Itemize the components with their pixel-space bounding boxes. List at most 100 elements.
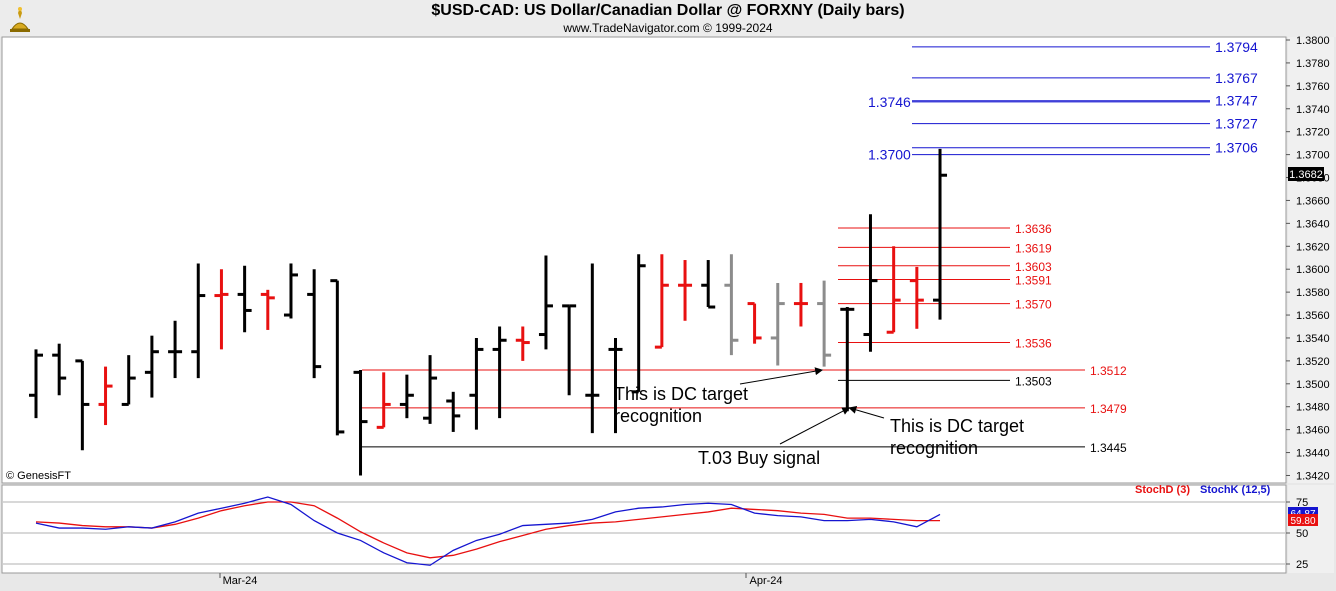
- price-tick-label: 1.3520: [1296, 356, 1330, 368]
- price-bar: [283, 263, 298, 319]
- annotation-arrow: [779, 407, 851, 445]
- stoch-plot-area: [1, 484, 1287, 574]
- level-label: 1.3503: [1015, 374, 1052, 388]
- price-bar: [214, 269, 229, 350]
- price-bar: [75, 359, 90, 451]
- annotation-arrow: [739, 367, 824, 385]
- legend-stoch-d: StochD (3): [1135, 484, 1190, 496]
- price-tick-label: 1.3760: [1296, 81, 1330, 93]
- level-label: 1.3536: [1015, 337, 1052, 351]
- price-bar: [29, 349, 43, 419]
- price-tick-label: 1.3540: [1296, 333, 1330, 345]
- level-label: 1.3445: [1090, 441, 1127, 455]
- stoch-tick-label: 75: [1296, 497, 1308, 509]
- price-bar: [933, 148, 948, 320]
- annotation-text: recognition: [614, 406, 702, 426]
- level-label: 1.3570: [1015, 298, 1052, 312]
- price-bar: [191, 263, 206, 379]
- annotation-text: This is DC target: [614, 384, 748, 404]
- price-tick-label: 1.3800: [1296, 35, 1330, 47]
- price-bar: [909, 266, 924, 329]
- copyright-label: © GenesisFT: [6, 470, 71, 482]
- price-bar: [144, 335, 159, 398]
- price-tick-label: 1.3720: [1296, 127, 1330, 139]
- price-bar: [353, 370, 368, 476]
- price-bar: [631, 254, 646, 394]
- level-label: 1.3700: [868, 147, 911, 163]
- level-label: 1.3591: [1015, 274, 1052, 288]
- price-bar: [678, 260, 693, 321]
- price-bar: [840, 307, 855, 412]
- price-bar: [260, 289, 275, 330]
- price-tick-label: 1.3780: [1296, 58, 1330, 70]
- level-label: 1.3512: [1090, 364, 1127, 378]
- level-label: 1.3603: [1015, 260, 1052, 274]
- level-label: 1.3727: [1215, 116, 1258, 132]
- price-bar: [52, 343, 67, 396]
- last-price-label: 1.3682: [1289, 169, 1323, 181]
- price-tick-label: 1.3500: [1296, 379, 1330, 391]
- stoch-d-line: [35, 501, 941, 559]
- price-bar: [538, 255, 553, 350]
- level-label: 1.3794: [1215, 39, 1258, 55]
- stoch-d-value: 59.80: [1290, 516, 1315, 527]
- price-bar: [724, 254, 739, 356]
- level-label: 1.3479: [1090, 402, 1127, 416]
- level-label: 1.3706: [1215, 140, 1258, 156]
- level-label: 1.3746: [868, 94, 911, 110]
- price-bar: [654, 254, 669, 349]
- price-bar: [307, 269, 322, 379]
- level-label: 1.3767: [1215, 70, 1258, 86]
- stoch-k-line: [35, 496, 941, 566]
- price-bar: [701, 260, 716, 309]
- price-tick-label: 1.3740: [1296, 104, 1330, 116]
- level-label: 1.3619: [1015, 241, 1052, 255]
- stoch-d-badge: [1288, 514, 1318, 526]
- annotation-arrow: [848, 405, 885, 419]
- price-tick-label: 1.3580: [1296, 287, 1330, 299]
- price-bar: [863, 214, 878, 352]
- chart-title: $USD-CAD: US Dollar/Canadian Dollar @ FO…: [431, 2, 905, 19]
- chart-subtitle: www.TradeNavigator.com © 1999-2024: [563, 21, 773, 35]
- price-tick-label: 1.3440: [1296, 448, 1330, 460]
- price-bar: [121, 355, 136, 406]
- price-bar: [770, 282, 785, 366]
- price-plot-area: [1, 36, 1287, 484]
- price-tick-label: 1.3420: [1296, 470, 1330, 482]
- price-bar: [446, 391, 461, 432]
- price-bar: [515, 326, 530, 361]
- price-axis: [1288, 37, 1334, 483]
- last-price-badge: [1288, 167, 1324, 181]
- stoch-tick-label: 50: [1296, 528, 1308, 540]
- level-label: 1.3636: [1015, 222, 1052, 236]
- legend-stoch-k: StochK (12,5): [1200, 484, 1271, 496]
- price-tick-label: 1.3700: [1296, 150, 1330, 162]
- price-tick-label: 1.3600: [1296, 264, 1330, 276]
- price-tick-label: 1.3660: [1296, 195, 1330, 207]
- price-bar: [168, 320, 183, 379]
- price-tick-label: 1.3460: [1296, 425, 1330, 437]
- price-bar: [608, 337, 623, 434]
- price-bar: [237, 265, 252, 333]
- stoch-tick-label: 25: [1296, 559, 1308, 571]
- price-bar: [585, 263, 600, 434]
- price-tick-label: 1.3560: [1296, 310, 1330, 322]
- level-label: 1.3747: [1215, 93, 1258, 109]
- annotation-text: recognition: [890, 438, 978, 458]
- price-bar: [793, 282, 808, 327]
- price-bar: [423, 355, 438, 424]
- price-bar: [747, 302, 762, 344]
- logo-icon: [10, 7, 30, 32]
- x-tick-label: Apr-24: [749, 575, 782, 587]
- annotation-text: T.03 Buy signal: [698, 448, 820, 468]
- price-bar: [330, 279, 345, 436]
- price-bar: [469, 337, 484, 430]
- price-tick-label: 1.3640: [1296, 218, 1330, 230]
- price-bar: [817, 280, 832, 367]
- stoch-axis: [1288, 485, 1334, 573]
- price-tick-label: 1.3620: [1296, 241, 1330, 253]
- x-tick-label: Mar-24: [223, 575, 258, 587]
- price-bar: [492, 326, 507, 419]
- price-bar: [399, 374, 414, 419]
- price-bar: [562, 304, 577, 396]
